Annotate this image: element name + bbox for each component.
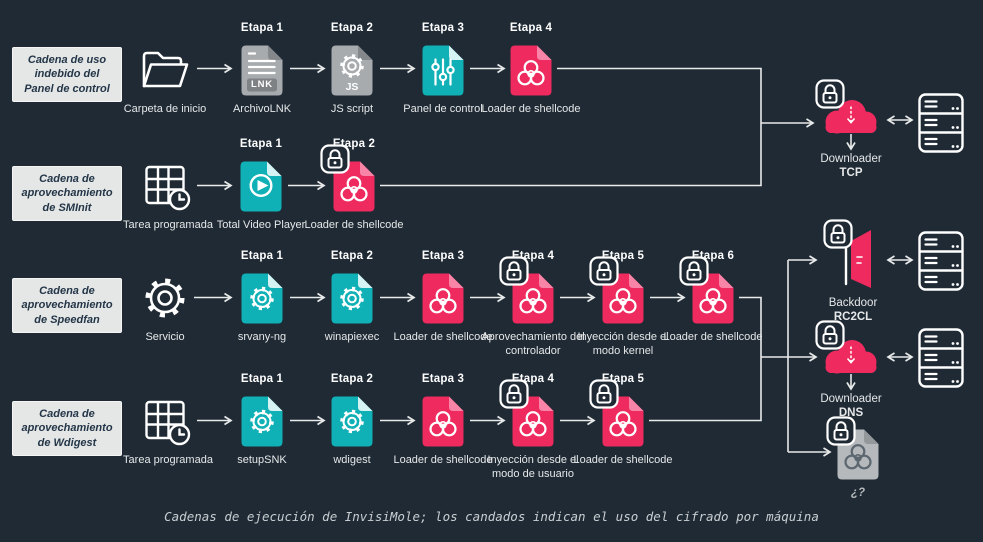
stage-label: Etapa 3 (421, 250, 465, 262)
node-caption: Loader de shellcode (573, 454, 673, 466)
shellcode-loader-file-icon (422, 273, 464, 323)
shellcode-loader-file-icon (422, 396, 464, 446)
cc-server-icon (918, 328, 964, 388)
lock-icon (320, 144, 350, 174)
stage-label: Etapa 6 (691, 250, 735, 262)
lock-icon (589, 379, 619, 409)
node-caption: JS script (330, 103, 374, 115)
unknown-payload-caption: ¿? (850, 487, 866, 499)
folder-icon (142, 51, 189, 88)
cc-server-icon (918, 231, 964, 291)
stage-label: Etapa 2 (330, 22, 374, 34)
chain-label-wdigest: Cadena de aprovechamiento de Wdigest (12, 401, 122, 456)
lock-icon (499, 379, 529, 409)
lock-icon (679, 256, 709, 286)
lock-icon (823, 219, 853, 249)
lock-icon (589, 256, 619, 286)
stage-label: Etapa 1 (240, 373, 284, 385)
stage-label: Etapa 2 (332, 138, 376, 150)
lock-icon (826, 416, 856, 446)
node-caption: Inyección desde el modo kernel (577, 331, 669, 358)
stage-node-winapiexec: Etapa 2 winapiexec (296, 250, 408, 344)
stage-label: Etapa 1 (240, 250, 284, 262)
stage-node-user-mode-injection: Etapa 4 Inyección desde el modo de usuar… (477, 373, 589, 481)
executable-file-icon (241, 396, 283, 446)
video-player-file-icon (240, 161, 282, 211)
shellcode-loader-file-icon (510, 45, 552, 95)
node-caption: ArchivoLNK (232, 103, 292, 115)
node-caption: Carpeta de inicio (123, 103, 207, 115)
node-caption: Tarea programada (123, 454, 213, 466)
start-node-service: Servicio (109, 250, 221, 344)
stage-node-shellcode-loader: Etapa 2 Loader de shellcode (298, 138, 410, 232)
scheduled-task-icon (145, 165, 191, 211)
node-caption: Servicio (145, 331, 185, 343)
stage-node-shellcode-loader: Etapa 4 Loader de shellcode (475, 22, 587, 116)
stage-node-lnk-file: Etapa 1 LNK ArchivoLNK (206, 22, 318, 116)
stage-node-shellcode-loader: Etapa 3 Loader de shellcode (387, 250, 499, 344)
node-caption: Loader de shellcode (663, 331, 763, 343)
lnk-file-label: LNK (251, 79, 273, 90)
stage-node-srvany-ng: Etapa 1 srvany-ng (206, 250, 318, 344)
figure-caption: Cadenas de ejecución de InvisiMole; los … (164, 509, 819, 524)
stage-label: Etapa 1 (240, 22, 284, 34)
stage-node-shellcode-loader: Etapa 5 Loader de shellcode (567, 373, 679, 467)
stage-node-wdigest: Etapa 2 wdigest (296, 373, 408, 467)
backdoor-rc2cl-caption: Backdoor RC2CL (828, 297, 878, 324)
executable-file-icon (331, 396, 373, 446)
start-node-startup-folder: Carpeta de inicio (109, 22, 221, 116)
node-caption: Loader de shellcode (393, 454, 493, 466)
stage-label: Etapa 3 (421, 22, 465, 34)
node-caption: Loader de shellcode (304, 219, 404, 231)
node-caption: Total Video Player (216, 219, 306, 231)
service-gear-icon (138, 274, 192, 322)
node-caption: srvany-ng (237, 331, 287, 343)
start-node-scheduled-task: Tarea programada (112, 138, 224, 232)
stage-label: Etapa 3 (421, 373, 465, 385)
cc-server-icon (918, 93, 964, 153)
start-node-scheduled-task: Tarea programada (112, 373, 224, 467)
stage-node-setupsnk: Etapa 1 setupSNK (206, 373, 318, 467)
stage-node-driver-exploit: Etapa 4 Aprovechamiento del controlador (477, 250, 589, 358)
chain-label-panel-control: Cadena de uso indebido del Panel de cont… (12, 47, 122, 102)
downloader-dns-caption: Downloader DNS (820, 393, 882, 420)
stage-label: Etapa 4 (509, 22, 553, 34)
js-file-label: JS (345, 81, 359, 93)
stage-node-js-script: Etapa 2 JS JS script (296, 22, 408, 116)
node-caption: Inyección desde el modo de usuario (487, 454, 579, 481)
stage-node-kernel-mode-injection: Etapa 5 Inyección desde el modo kernel (567, 250, 679, 358)
node-caption: Tarea programada (123, 219, 213, 231)
node-caption: Aprovechamiento del controlador (481, 331, 585, 358)
control-panel-file-icon (422, 45, 464, 95)
node-caption: Loader de shellcode (481, 103, 581, 115)
node-caption: Panel de control (403, 103, 483, 115)
node-caption: Loader de shellcode (393, 331, 493, 343)
lnk-file-icon (241, 45, 283, 95)
scheduled-task-icon (145, 400, 191, 446)
stage-node-shellcode-loader: Etapa 6 Loader de shellcode (657, 250, 769, 344)
stage-label: Etapa 2 (330, 250, 374, 262)
chain-label-sminit: Cadena de aprovechamiento de SMInit (12, 166, 122, 221)
lock-icon (815, 79, 845, 109)
stage-node-shellcode-loader: Etapa 3 Loader de shellcode (387, 373, 499, 467)
node-caption: setupSNK (237, 454, 287, 466)
executable-file-icon (241, 273, 283, 323)
chain-label-speedfan: Cadena de aprovechamiento de Speedfan (12, 278, 122, 333)
stage-label: Etapa 5 (601, 373, 645, 385)
stage-node-control-panel: Etapa 3 Panel de control (387, 22, 499, 116)
lock-icon (499, 256, 529, 286)
node-caption: winapiexec (324, 331, 380, 343)
stage-label: Etapa 2 (330, 373, 374, 385)
lock-icon (815, 320, 845, 350)
downloader-tcp-caption: Downloader TCP (820, 153, 882, 180)
stage-label: Etapa 1 (239, 138, 283, 150)
stage-node-total-video-player: Etapa 1 Total Video Player (205, 138, 317, 232)
node-caption: wdigest (333, 454, 371, 466)
executable-file-icon (331, 273, 373, 323)
